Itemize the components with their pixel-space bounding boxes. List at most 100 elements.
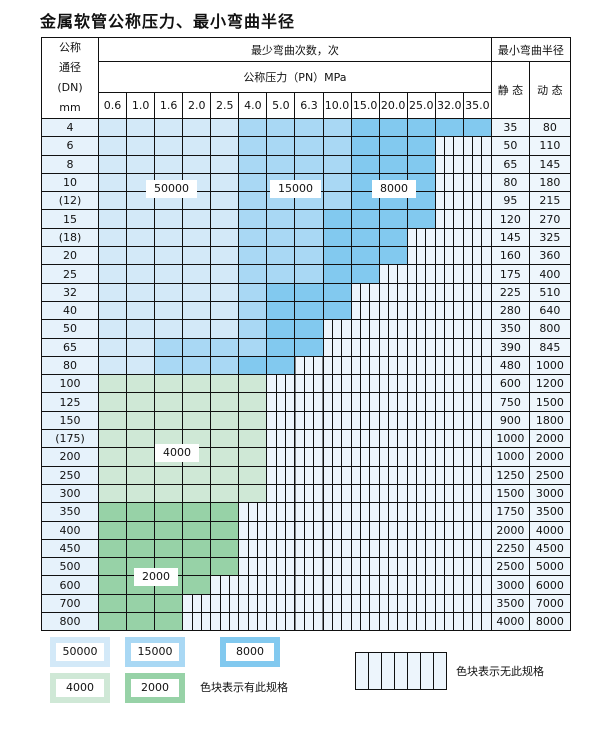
dynamic-radius-cell: 2000 bbox=[528, 429, 571, 449]
dynamic-radius-cell: 7000 bbox=[528, 593, 571, 614]
spec-cell bbox=[266, 117, 296, 138]
no-spec-cell bbox=[406, 392, 436, 412]
no-spec-cell bbox=[322, 447, 352, 467]
spec-cell bbox=[154, 355, 184, 376]
no-spec-cell bbox=[182, 593, 212, 614]
spec-cell bbox=[322, 154, 352, 174]
no-spec-cell bbox=[294, 483, 324, 504]
no-spec-cell bbox=[406, 429, 436, 449]
no-spec-cell bbox=[462, 538, 492, 559]
table-row: 100 600 1200 bbox=[41, 374, 571, 394]
dn-header-line: 公称 bbox=[59, 41, 81, 54]
spec-cell bbox=[238, 172, 268, 193]
spec-cell bbox=[126, 465, 156, 485]
no-spec-cell bbox=[406, 575, 436, 595]
dn-cell: 200 bbox=[41, 447, 99, 467]
bend-count-header: 最少弯曲次数，次 bbox=[98, 37, 492, 62]
dynamic-radius-cell: 145 bbox=[528, 154, 571, 174]
dynamic-radius-cell: 400 bbox=[528, 264, 571, 284]
no-spec-cell bbox=[350, 392, 380, 412]
legend-2000: 2000 bbox=[125, 673, 185, 703]
spec-cell bbox=[126, 227, 156, 248]
static-radius-cell: 160 bbox=[490, 246, 530, 266]
spec-cell bbox=[294, 117, 324, 138]
spec-cell bbox=[350, 246, 380, 266]
spec-cell bbox=[350, 227, 380, 248]
no-spec-cell bbox=[434, 300, 464, 321]
no-spec-cell bbox=[266, 612, 296, 632]
no-spec-cell bbox=[406, 300, 436, 321]
spec-cell bbox=[238, 447, 268, 467]
spec-cell bbox=[322, 227, 352, 248]
no-spec-cell bbox=[322, 483, 352, 504]
spec-cell bbox=[210, 520, 240, 540]
spec-cell bbox=[238, 264, 268, 284]
spec-cell bbox=[210, 502, 240, 522]
no-spec-cell bbox=[434, 154, 464, 174]
no-spec-cell bbox=[406, 465, 436, 485]
spec-cell bbox=[182, 465, 212, 485]
spec-cell bbox=[294, 246, 324, 266]
spec-cell bbox=[126, 209, 156, 229]
no-spec-cell bbox=[350, 593, 380, 614]
dn-cell: 10 bbox=[41, 172, 99, 193]
table-row: 300 1500 3000 bbox=[41, 483, 571, 504]
static-radius-cell: 2500 bbox=[490, 557, 530, 577]
legend-label: 4000 bbox=[56, 679, 104, 697]
spec-cell bbox=[154, 502, 184, 522]
spec-cell bbox=[238, 337, 268, 357]
spec-cell bbox=[210, 136, 240, 156]
pressure-col-header: 2.5 bbox=[210, 92, 240, 119]
dn-cell: (12) bbox=[41, 191, 99, 211]
no-spec-cell bbox=[378, 429, 408, 449]
spec-cell bbox=[154, 520, 184, 540]
dynamic-radius-cell: 4000 bbox=[528, 520, 571, 540]
no-spec-cell bbox=[322, 392, 352, 412]
table-row: 350 1750 3500 bbox=[41, 502, 571, 522]
no-spec-cell bbox=[350, 374, 380, 394]
static-radius-cell: 2000 bbox=[490, 520, 530, 540]
no-spec-cell bbox=[378, 557, 408, 577]
spec-cell bbox=[97, 557, 128, 577]
no-spec-cell bbox=[294, 465, 324, 485]
no-spec-cell bbox=[434, 502, 464, 522]
dynamic-radius-cell: 1500 bbox=[528, 392, 571, 412]
dn-cell: (18) bbox=[41, 227, 99, 248]
no-spec-cell bbox=[434, 191, 464, 211]
spec-cell bbox=[210, 227, 240, 248]
spec-cell bbox=[154, 319, 184, 339]
spec-cell bbox=[97, 410, 128, 431]
no-spec-cell bbox=[322, 410, 352, 431]
dynamic-radius-cell: 800 bbox=[528, 319, 571, 339]
table-row: 500 2500 5000 bbox=[41, 557, 571, 577]
spec-cell bbox=[266, 300, 296, 321]
legend-15000: 15000 bbox=[125, 637, 185, 667]
spec-cell bbox=[126, 300, 156, 321]
no-spec-cell bbox=[434, 483, 464, 504]
no-spec-cell bbox=[294, 575, 324, 595]
static-radius-cell: 480 bbox=[490, 355, 530, 376]
no-spec-cell bbox=[182, 612, 212, 632]
no-spec-cell bbox=[266, 593, 296, 614]
spec-cell bbox=[350, 117, 380, 138]
spec-cell bbox=[266, 337, 296, 357]
static-header: 静 态 bbox=[490, 61, 530, 119]
pressure-col-header: 1.6 bbox=[154, 92, 184, 119]
no-spec-cell bbox=[406, 520, 436, 540]
dynamic-radius-cell: 8000 bbox=[528, 612, 571, 632]
spec-cell bbox=[154, 282, 184, 302]
spec-cell bbox=[294, 209, 324, 229]
no-spec-cell bbox=[434, 337, 464, 357]
table-row: 150 900 1800 bbox=[41, 410, 571, 431]
no-spec-cell bbox=[322, 612, 352, 632]
no-spec-cell bbox=[462, 246, 492, 266]
dynamic-radius-cell: 325 bbox=[528, 227, 571, 248]
spec-cell bbox=[182, 355, 212, 376]
no-spec-cell bbox=[350, 355, 380, 376]
no-spec-cell bbox=[266, 557, 296, 577]
dynamic-radius-cell: 215 bbox=[528, 191, 571, 211]
no-spec-cell bbox=[322, 502, 352, 522]
no-spec-cell bbox=[378, 319, 408, 339]
no-spec-cell bbox=[266, 538, 296, 559]
no-spec-cell bbox=[434, 355, 464, 376]
